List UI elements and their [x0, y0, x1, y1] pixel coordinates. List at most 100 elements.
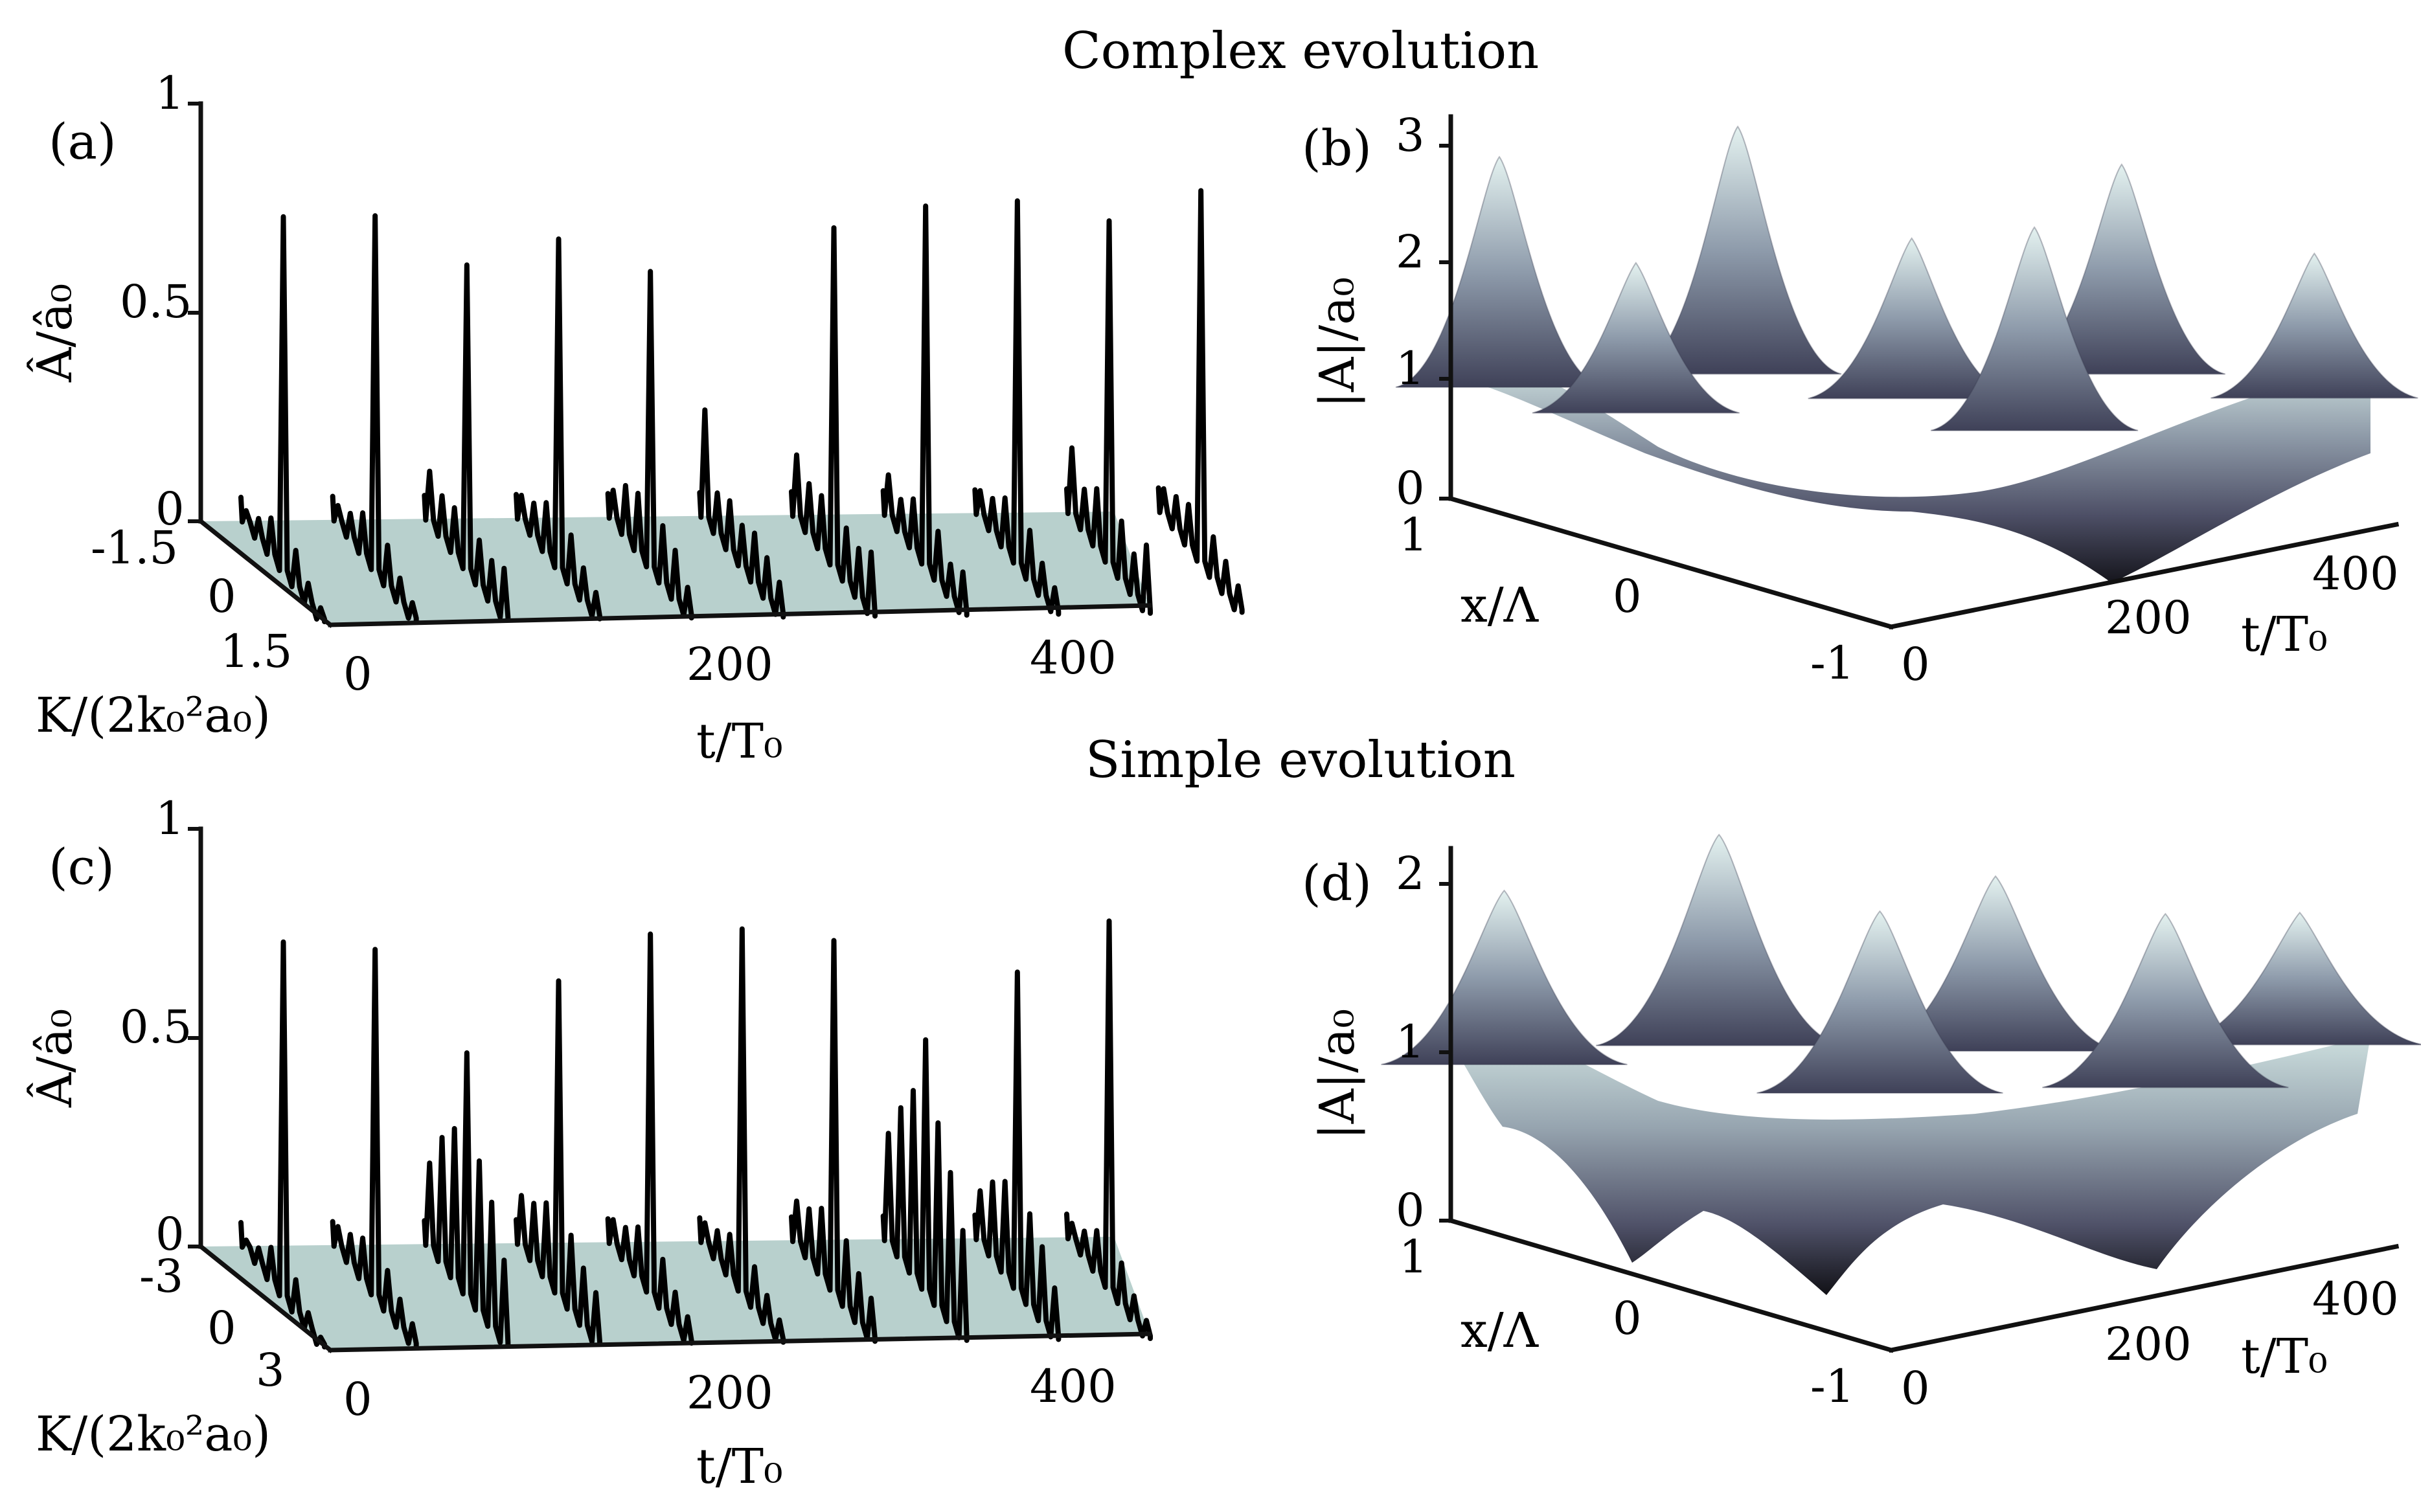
panel-a-spectrum-8 [972, 198, 1062, 617]
panel-d-ylabel: x/Λ [1461, 1303, 1540, 1359]
section-title-simple: Simple evolution [1085, 731, 1516, 789]
panel-a-ytick-05: 0.5 [120, 275, 192, 328]
panel-b-ztick-0: 0 [1396, 462, 1425, 515]
panel-a-ktick-0: 0 [207, 570, 236, 623]
panel-c-ttick-0: 0 [343, 1373, 372, 1426]
panel-c-spectrum-9 [1064, 918, 1153, 1341]
panel-b-tlabel: t/T₀ [2241, 607, 2328, 662]
panel-c-ttick-400: 400 [1030, 1360, 1117, 1413]
panel-d-ttick-200: 200 [2105, 1318, 2192, 1371]
panel-a-ttick-0: 0 [343, 648, 372, 701]
panel-d-peak-0 [1595, 833, 1843, 1046]
panel-c-zlabel: K/(2k₀²a₀) [36, 1406, 271, 1462]
panel-c-ytick-1: 1 [155, 792, 185, 845]
panel-a-zlabel: K/(2k₀²a₀) [36, 688, 271, 743]
panel-a-ttick-400: 400 [1030, 631, 1117, 684]
panel-b-x-axis [1448, 495, 1894, 630]
panel-c-xlabel: t/T₀ [696, 1439, 783, 1495]
panel-c-ytick-05: 0.5 [120, 1000, 192, 1054]
panel-d-xtick-1: 1 [1399, 1230, 1428, 1283]
panel-d-xtick-0: 0 [1613, 1292, 1642, 1345]
panel-c-k-axis [198, 1243, 334, 1353]
panel-b-ttick-0: 0 [1901, 638, 1930, 691]
panel-d-peaks [1381, 833, 2421, 1094]
panel-a-spectrum-7 [880, 203, 970, 618]
panel-d-peak-4 [1756, 910, 2003, 1094]
panel-b-surface: (b) 0 1 2 3 1 0 -1 0 200 400 |A|/a₀ x/Λ … [1302, 109, 2418, 691]
panel-a-spectrum-0 [238, 214, 327, 624]
panel-b-peak-4 [1532, 262, 1740, 414]
panel-a-spectrum-6 [789, 225, 878, 619]
panel-a-t-axis [328, 603, 1152, 627]
panel-d-peak-5 [2042, 912, 2289, 1089]
panel-d-ztick-2: 2 [1396, 847, 1425, 900]
panel-c-ktick-pos: 3 [256, 1344, 285, 1397]
panel-c-waterfall: (c) 1 0.5 0 -3 0 3 0 200 400 Â/â₀ K/(2k₀… [26, 792, 1153, 1495]
panel-label-d: (d) [1302, 854, 1372, 912]
panel-label-b: (b) [1302, 119, 1372, 177]
panel-c-spectrum-2 [422, 1050, 511, 1348]
panel-b-ttick-200: 200 [2105, 591, 2192, 644]
panel-a-spectrum-10 [1155, 188, 1245, 615]
panel-c-spectrum-5 [697, 926, 786, 1345]
panel-b-peaks [1395, 125, 2418, 431]
panel-d-peak-1 [1381, 889, 1628, 1065]
panel-b-xtick-0: 0 [1613, 570, 1642, 623]
panel-d-x-axis [1448, 1217, 1894, 1353]
panel-c-ytick-0: 0 [155, 1208, 185, 1261]
panel-b-zlabel: |A|/a₀ [1310, 277, 1365, 408]
panel-d-tlabel: t/T₀ [2241, 1329, 2328, 1384]
panel-d-xtick-neg1: -1 [1810, 1360, 1854, 1413]
panel-a-ktick-neg: -1.5 [91, 521, 178, 574]
panel-b-xtick-neg1: -1 [1810, 637, 1854, 690]
panel-b-peak-1 [1395, 155, 1604, 388]
panel-b-ztick-3: 3 [1396, 109, 1425, 162]
panel-c-spectrum-8 [972, 969, 1062, 1342]
panel-d-ztick-0: 0 [1396, 1184, 1425, 1237]
panel-label-c: (c) [49, 838, 115, 896]
panel-a-spectrum-3 [514, 236, 602, 622]
panel-b-peak-0 [1633, 125, 1842, 375]
panel-c-ktick-0: 0 [207, 1302, 236, 1355]
panel-a-xlabel: t/T₀ [696, 714, 783, 769]
panel-c-ktick-neg: -3 [139, 1250, 183, 1303]
panel-a-ytick-0: 0 [155, 482, 185, 536]
panel-a-k-axis [198, 518, 334, 628]
panel-a-spectrum-5 [697, 407, 786, 620]
panel-d-peak-3 [2176, 911, 2421, 1046]
panel-c-spectrum-1 [330, 947, 419, 1349]
panel-c-spectrum-7 [880, 1037, 970, 1343]
panel-a-ktick-pos: 1.5 [220, 625, 292, 678]
panel-a-spectrum-9 [1064, 218, 1153, 616]
panel-d-zlabel: |A|/a₀ [1310, 1009, 1365, 1140]
panel-a-ttick-200: 200 [687, 638, 773, 691]
panel-c-spectrum-4 [605, 931, 694, 1346]
panel-b-t-axis [1888, 521, 2400, 630]
panel-a-spectrum-4 [605, 269, 694, 621]
panel-a-spectrum-2 [422, 262, 511, 623]
panel-c-spectrum-3 [514, 978, 602, 1347]
panel-b-ztick-2: 2 [1396, 225, 1425, 278]
panel-d-ttick-400: 400 [2312, 1272, 2399, 1326]
panel-d-t-axis [1888, 1243, 2400, 1353]
panel-a-spikes [238, 188, 1245, 624]
panel-c-ttick-200: 200 [687, 1366, 773, 1419]
panel-a-waterfall: (a) 1 0.5 0 -1.5 0 1.5 0 200 400 Â/â₀ K/… [26, 67, 1245, 769]
panel-c-ylabel: Â/â₀ [26, 1009, 83, 1108]
panel-label-a: (a) [49, 113, 117, 170]
panel-d-ztick-1: 1 [1396, 1015, 1425, 1068]
panel-b-peak-5 [2211, 252, 2418, 399]
section-title-complex: Complex evolution [1062, 22, 1539, 80]
panel-b-peak-3 [1808, 237, 2016, 400]
panel-b-ttick-400: 400 [2312, 547, 2399, 600]
panel-a-ytick-1: 1 [155, 67, 185, 120]
panel-d-peak-2 [1872, 875, 2119, 1052]
panel-b-surface-base [1451, 357, 2370, 583]
panel-c-spectrum-0 [238, 939, 327, 1349]
panel-b-peak-6 [1930, 226, 2139, 431]
panel-d-surface-base [1451, 1017, 2370, 1295]
panel-b-ztick-1: 1 [1396, 342, 1425, 395]
panel-a-ylabel: Â/â₀ [26, 284, 83, 383]
panel-d-ttick-0: 0 [1901, 1362, 1930, 1415]
